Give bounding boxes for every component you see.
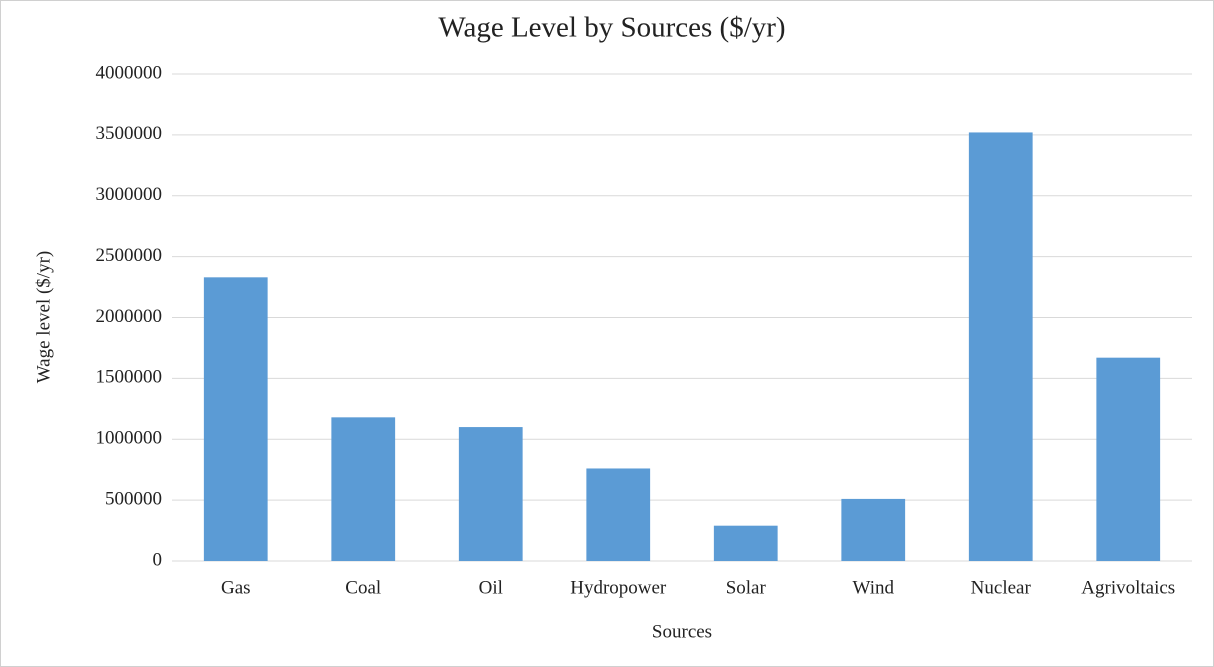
bar bbox=[458, 427, 523, 561]
y-tick-label: 3000000 bbox=[96, 184, 163, 205]
y-tick-label: 1500000 bbox=[96, 367, 163, 388]
chart-title: Wage Level by Sources ($/yr) bbox=[438, 12, 785, 44]
y-tick-label: 4000000 bbox=[96, 62, 163, 83]
y-tick-label: 3500000 bbox=[96, 123, 163, 144]
bar bbox=[586, 468, 651, 561]
bar bbox=[968, 132, 1033, 561]
y-tick-label: 2000000 bbox=[96, 306, 163, 327]
bar bbox=[331, 417, 396, 561]
bar bbox=[713, 525, 778, 561]
y-tick-label: 0 bbox=[153, 549, 163, 570]
x-tick-label: Coal bbox=[345, 577, 381, 598]
bar bbox=[1096, 357, 1161, 561]
bar bbox=[203, 277, 268, 561]
y-axis-label: Wage level ($/yr) bbox=[33, 251, 54, 383]
x-tick-label: Nuclear bbox=[971, 577, 1032, 598]
x-tick-label: Hydropower bbox=[570, 577, 667, 598]
y-tick-label: 2500000 bbox=[96, 245, 163, 266]
x-tick-label: Agrivoltaics bbox=[1081, 577, 1175, 598]
x-tick-label: Oil bbox=[479, 577, 503, 598]
x-tick-label: Wind bbox=[853, 577, 895, 598]
x-tick-label: Gas bbox=[221, 577, 251, 598]
x-axis-label: Sources bbox=[652, 621, 712, 642]
x-tick-label: Solar bbox=[726, 577, 767, 598]
y-tick-label: 500000 bbox=[105, 488, 162, 509]
y-tick-label: 1000000 bbox=[96, 428, 163, 449]
bar bbox=[841, 498, 906, 561]
